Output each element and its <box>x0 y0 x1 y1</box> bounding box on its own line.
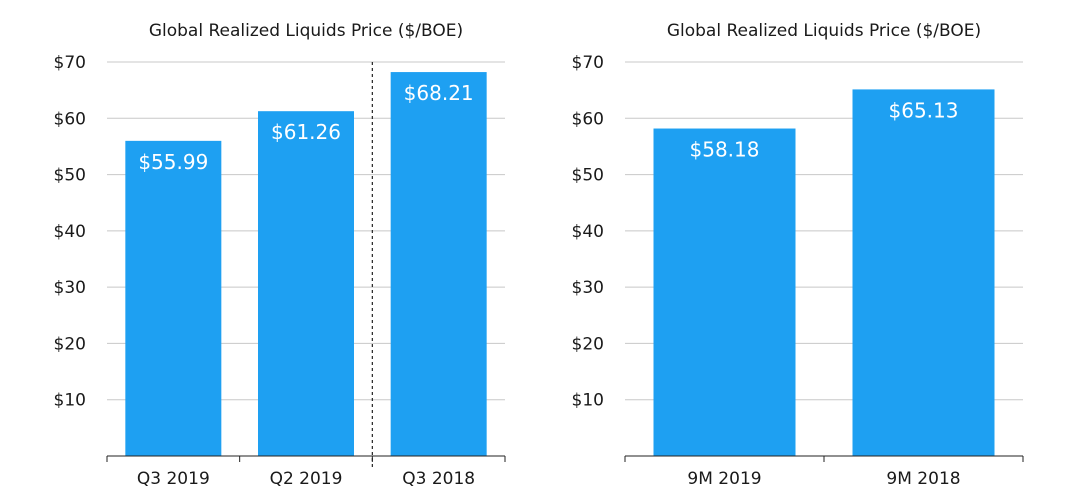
left-chart-svg: Global Realized Liquids Price ($/BOE) $10… <box>54 21 506 489</box>
left-bar-q3-2019 <box>125 140 222 456</box>
right-y-tick-label: $30 <box>572 278 604 298</box>
left-bar-chart: Global Realized Liquids Price ($/BOE) $10… <box>0 0 540 490</box>
left-chart-title: Global Realized Liquids Price ($/BOE) <box>149 21 463 41</box>
left-x-tick-label: Q3 2018 <box>402 469 475 489</box>
left-y-tick-label: $30 <box>54 278 86 298</box>
right-x-tick-label: 9M 2018 <box>886 469 960 489</box>
right-y-tick-label: $50 <box>572 166 604 186</box>
left-x-tick-label: Q2 2019 <box>270 469 343 489</box>
right-x-tick-label: 9M 2019 <box>687 469 761 489</box>
right-y-tick-label: $70 <box>572 53 604 73</box>
right-chart-title: Global Realized Liquids Price ($/BOE) <box>667 21 981 41</box>
right-y-tick-label: $10 <box>572 391 604 411</box>
left-y-tick-label: $50 <box>54 166 86 186</box>
right-y-tick-label: $40 <box>572 222 604 242</box>
left-bar-q2-2019 <box>258 111 354 456</box>
right-bar-9m-2018 <box>852 89 995 457</box>
left-bar-q3-2018 <box>390 72 487 457</box>
right-data-label: $65.13 <box>889 98 959 122</box>
right-y-tick-label: $20 <box>572 334 604 354</box>
left-data-label: $61.26 <box>271 120 341 144</box>
left-y-tick-label: $60 <box>54 109 86 129</box>
left-y-tick-label: $10 <box>54 391 86 411</box>
left-y-tick-label: $40 <box>54 222 86 242</box>
right-data-label: $58.18 <box>690 138 760 162</box>
left-data-label: $68.21 <box>404 81 474 105</box>
left-y-tick-label: $20 <box>54 334 86 354</box>
left-x-tick-label: Q3 2019 <box>137 469 210 489</box>
left-data-label: $55.99 <box>138 150 208 174</box>
right-y-tick-label: $60 <box>572 109 604 129</box>
right-bar-chart: Global Realized Liquids Price ($/BOE) $10… <box>540 0 1080 490</box>
left-y-tick-label: $70 <box>54 53 86 73</box>
right-chart-svg: Global Realized Liquids Price ($/BOE) $10… <box>572 21 1024 489</box>
right-bar-9m-2019 <box>653 128 796 456</box>
